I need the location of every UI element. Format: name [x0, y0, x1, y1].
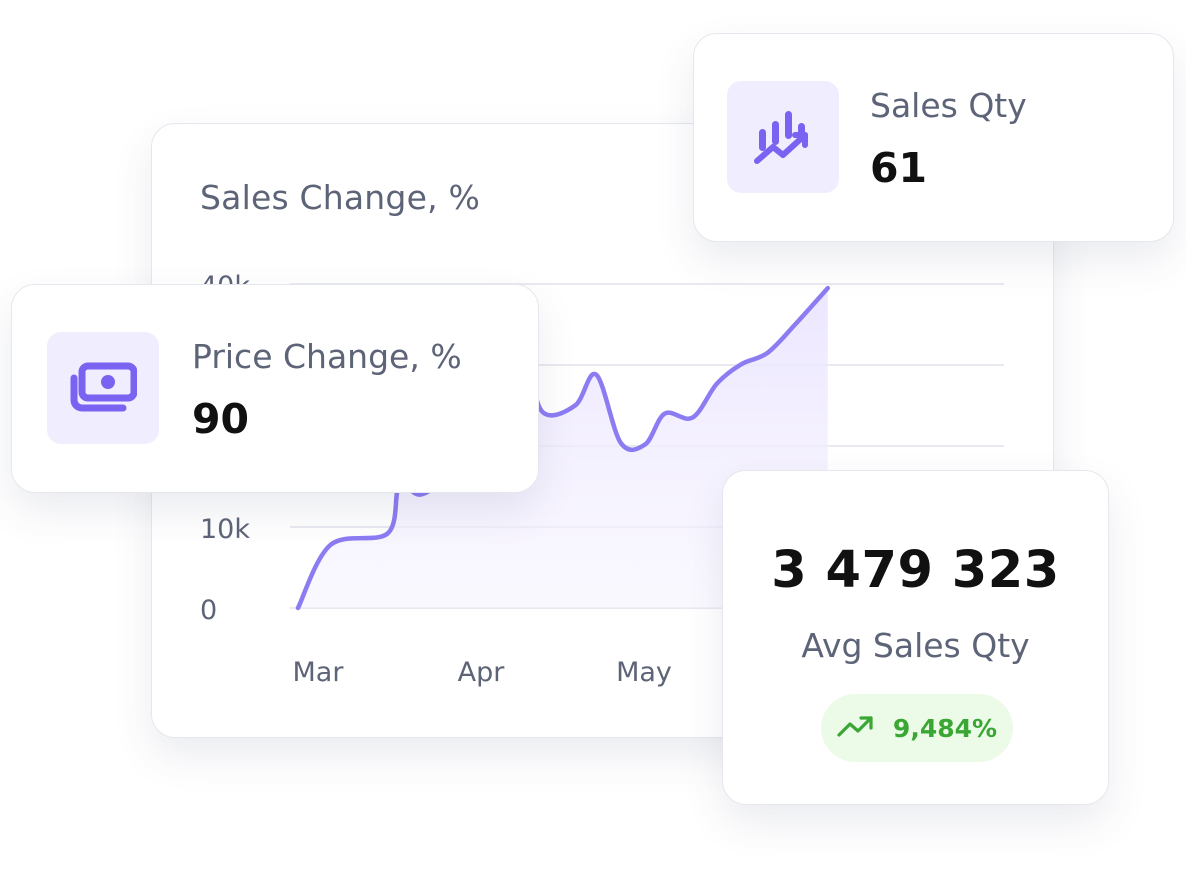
price-change-card: Price Change, % 90 — [11, 284, 539, 493]
sales-qty-value: 61 — [870, 144, 928, 192]
money-stack-icon — [47, 332, 159, 444]
x-tick-label: May — [616, 657, 672, 688]
x-tick-label: Mar — [293, 657, 345, 688]
x-tick-label: Apr — [458, 657, 506, 688]
bar-chart-trend-icon — [727, 81, 839, 193]
series-area — [298, 288, 828, 608]
y-tick-label: 0 — [200, 595, 217, 626]
price-change-label: Price Change, % — [192, 337, 462, 376]
sales-qty-card: Sales Qty 61 — [693, 33, 1174, 242]
price-change-value: 90 — [192, 395, 250, 443]
avg-sales-card: 3 479 323 Avg Sales Qty 9,484% — [722, 470, 1109, 805]
chart-title: Sales Change, % — [200, 178, 481, 217]
y-tick-label: 10k — [200, 514, 250, 545]
avg-sales-label: Avg Sales Qty — [801, 626, 1030, 665]
trend-value: 9,484% — [892, 713, 998, 743]
trending-up-icon — [837, 715, 875, 741]
trend-badge: 9,484% — [821, 694, 1013, 762]
avg-sales-value: 3 479 323 — [771, 541, 1060, 600]
sales-qty-label: Sales Qty — [870, 86, 1027, 125]
